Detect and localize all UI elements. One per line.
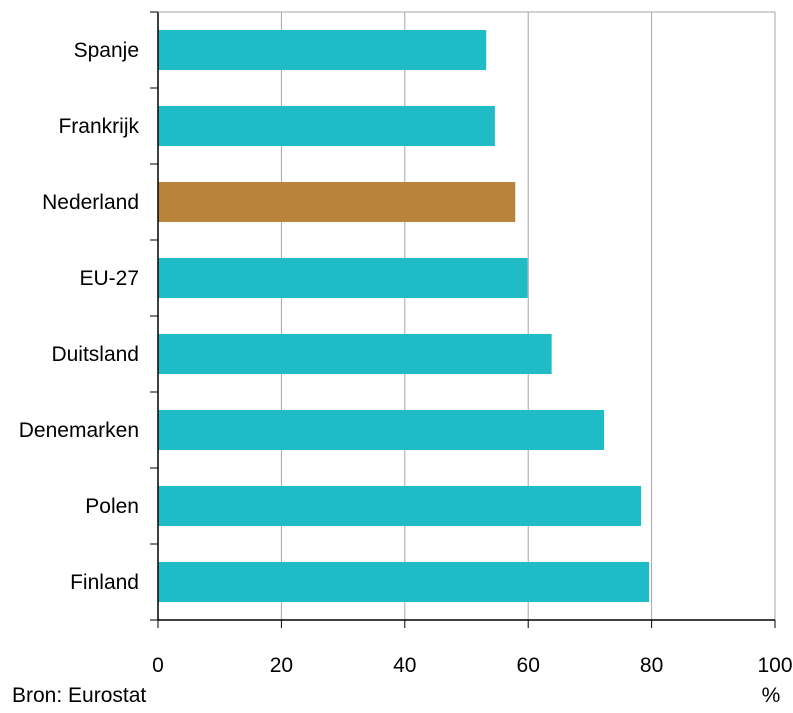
category-label: Finland — [70, 571, 139, 594]
category-label: EU-27 — [79, 267, 139, 290]
x-tick-label: 100 — [757, 654, 792, 677]
axes — [150, 11, 776, 628]
tick-labels: 0 20 40 60 80 100 — [152, 654, 792, 677]
category-labels: Spanje Frankrijk Nederland EU-27 Duitsland De… — [19, 39, 140, 594]
unit-label: % — [762, 684, 781, 707]
bar-frankrijk — [158, 106, 495, 146]
bar-finland — [158, 562, 650, 602]
bar-polen — [158, 486, 642, 526]
category-label: Nederland — [42, 191, 139, 214]
bars — [158, 30, 650, 602]
bar-eu-27 — [158, 258, 528, 298]
gridlines — [280, 12, 776, 620]
source-note: Bron: Eurostat — [12, 684, 146, 707]
x-tick-label: 0 — [152, 654, 164, 677]
x-tick-label: 40 — [393, 654, 416, 677]
x-tick-label: 60 — [517, 654, 540, 677]
bar-denemarken — [158, 410, 605, 450]
x-tick-label: 20 — [270, 654, 293, 677]
category-label: Frankrijk — [58, 115, 139, 138]
category-label: Denemarken — [19, 419, 139, 442]
category-label: Spanje — [74, 39, 139, 62]
category-label: Polen — [85, 495, 139, 518]
x-tick-label: 80 — [640, 654, 663, 677]
bar-spanje — [158, 30, 487, 70]
category-label: Duitsland — [51, 343, 139, 366]
bar-nederland — [158, 182, 516, 222]
bar-duitsland — [158, 334, 552, 374]
